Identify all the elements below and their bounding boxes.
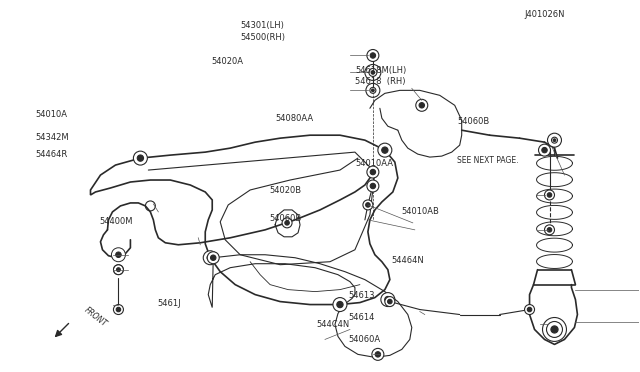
Circle shape — [285, 221, 289, 225]
Text: 54613: 54613 — [349, 291, 375, 300]
Text: 544C4N: 544C4N — [317, 321, 350, 330]
Circle shape — [367, 49, 379, 61]
Circle shape — [370, 87, 376, 93]
Text: 54020A: 54020A — [211, 57, 243, 66]
Circle shape — [538, 144, 550, 156]
Text: 54464N: 54464N — [392, 256, 424, 264]
Circle shape — [370, 183, 376, 189]
Circle shape — [553, 139, 556, 141]
Text: 54060A: 54060A — [349, 335, 381, 344]
Text: 54060B: 54060B — [269, 214, 301, 223]
Circle shape — [547, 193, 552, 197]
Circle shape — [116, 268, 120, 272]
Text: 5461J: 5461J — [157, 299, 180, 308]
Text: FRONT: FRONT — [83, 306, 109, 329]
Circle shape — [363, 200, 373, 210]
Text: 54010AA: 54010AA — [355, 159, 393, 168]
Circle shape — [113, 265, 124, 275]
Circle shape — [282, 218, 292, 228]
Text: 54464R: 54464R — [36, 150, 68, 159]
Circle shape — [375, 352, 381, 357]
Text: 54301(LH): 54301(LH) — [240, 22, 284, 31]
Circle shape — [419, 103, 424, 108]
Circle shape — [367, 166, 379, 178]
Circle shape — [381, 147, 388, 153]
Circle shape — [378, 143, 392, 157]
Circle shape — [416, 99, 428, 111]
Circle shape — [372, 89, 374, 92]
Text: 54400M: 54400M — [100, 217, 133, 226]
Circle shape — [111, 248, 125, 262]
Circle shape — [370, 53, 376, 58]
Circle shape — [547, 228, 552, 232]
Circle shape — [381, 293, 395, 307]
Circle shape — [385, 296, 391, 303]
Circle shape — [137, 155, 143, 161]
Text: 54614: 54614 — [349, 313, 375, 322]
Text: J401026N: J401026N — [524, 10, 565, 19]
Circle shape — [207, 252, 220, 264]
Text: 54080AA: 54080AA — [275, 114, 314, 123]
Circle shape — [371, 71, 374, 74]
Circle shape — [372, 349, 384, 360]
Circle shape — [370, 169, 376, 175]
Circle shape — [116, 307, 121, 312]
Text: 54618  (RH): 54618 (RH) — [355, 77, 406, 86]
Text: 54618M(LH): 54618M(LH) — [355, 66, 406, 75]
Circle shape — [551, 326, 558, 333]
Circle shape — [204, 251, 217, 265]
Circle shape — [337, 301, 343, 308]
Circle shape — [388, 299, 392, 304]
Circle shape — [211, 255, 216, 260]
Circle shape — [333, 298, 347, 311]
Text: 54010AB: 54010AB — [402, 207, 440, 216]
Circle shape — [545, 225, 554, 235]
Circle shape — [369, 68, 377, 76]
Circle shape — [116, 252, 121, 257]
Circle shape — [367, 180, 379, 192]
Text: 54500(RH): 54500(RH) — [240, 32, 285, 42]
Circle shape — [113, 305, 124, 314]
Text: 54020B: 54020B — [269, 186, 301, 195]
Circle shape — [547, 321, 563, 337]
Circle shape — [542, 147, 547, 153]
Circle shape — [133, 151, 147, 165]
Circle shape — [385, 296, 395, 307]
Circle shape — [525, 305, 534, 314]
Circle shape — [365, 203, 370, 207]
Text: 54010A: 54010A — [36, 110, 68, 119]
Text: 54342M: 54342M — [36, 132, 70, 142]
Text: SEE NEXT PAGE.: SEE NEXT PAGE. — [458, 155, 519, 164]
Circle shape — [547, 133, 561, 147]
Circle shape — [207, 254, 213, 261]
Circle shape — [552, 137, 557, 143]
Circle shape — [527, 307, 532, 312]
Text: 54060B: 54060B — [458, 117, 490, 126]
Circle shape — [545, 190, 554, 200]
